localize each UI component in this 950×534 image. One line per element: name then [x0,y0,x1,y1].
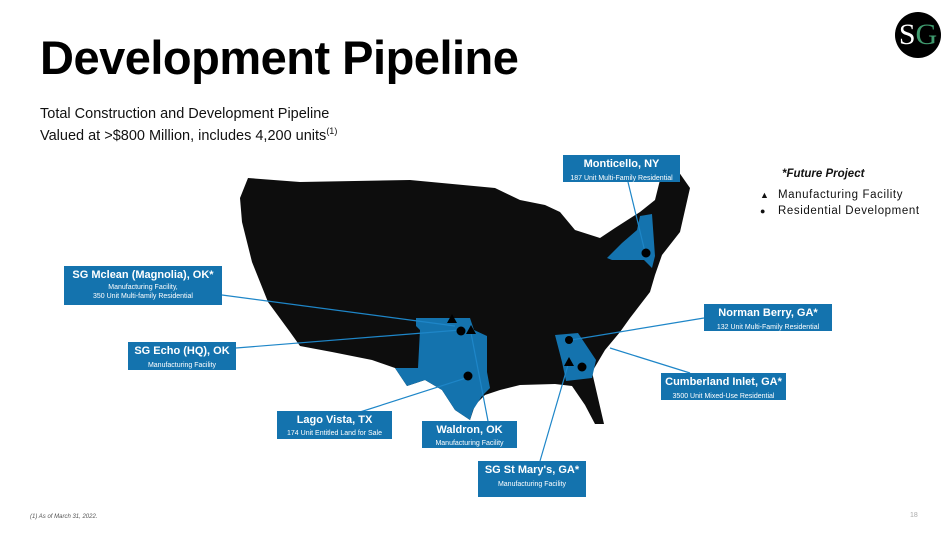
connector-line [235,329,461,349]
callout-cumberland: Cumberland Inlet, GA* 3500 Unit Mixed-Use… [661,373,786,400]
callout-mclean: SG Mclean (Magnolia), OK* Manufacturing F… [64,266,222,305]
callout-desc: Manufacturing Facility, 350 Unit Multi-f… [93,284,193,300]
circle-icon [463,371,473,381]
legend-residential: ● Residential Development [760,205,920,217]
connector-line [627,181,646,253]
callout-lago-vista: Lago Vista, TX 174 Unit Entitled Land for… [277,411,392,439]
legend: *Future Project ▲ Manufacturing Facility … [760,168,920,221]
connector-line [359,377,467,413]
legend-label: Residential Development [778,205,920,217]
subtitle-text: Valued at >$800 Million, includes 4,200 … [40,127,327,144]
triangle-icon [447,314,457,323]
callout-desc: 187 Unit Multi-Family Residential [570,175,673,182]
callout-echo: SG Echo (HQ), OK Manufacturing Facility [128,342,236,370]
callout-title: SG St Mary's, GA* [484,464,580,476]
circle-icon [565,336,573,344]
callout-title: Waldron, OK [436,424,503,436]
connector-line [470,332,489,422]
callout-title: Lago Vista, TX [296,414,373,426]
callout-desc: Manufacturing Facility [435,440,504,447]
triangle-icon [466,325,476,334]
circle-icon: ● [760,206,767,216]
callout-monticello: Monticello, NY 187 Unit Multi-Family Resi… [563,155,680,182]
callout-desc: 3500 Unit Mixed-Use Residential [672,393,775,400]
connector-line [570,317,705,341]
triangle-icon [564,357,574,366]
footnote-ref: (1) [326,126,338,136]
callout-desc: Manufacturing Facility [147,362,217,369]
circle-icon [577,362,587,372]
circle-icon [456,326,466,336]
circle-icon [641,248,651,258]
callout-waldron: Waldron, OK Manufacturing Facility [422,421,517,448]
legend-future-note: *Future Project [782,168,865,180]
legend-manufacturing: ▲ Manufacturing Facility [760,189,920,201]
company-logo: SG [895,12,941,58]
legend-label: Manufacturing Facility [778,189,904,201]
page-number: 18 [910,512,918,519]
state-oklahoma-texas [395,318,490,420]
callout-norman-berry: Norman Berry, GA* 132 Unit Multi-Family R… [704,304,832,331]
connector-line [539,364,569,462]
connector-line [221,294,456,327]
callout-title: Monticello, NY [583,158,660,170]
connector-line [609,347,691,374]
footnote: (1) As of March 31, 2022. [30,514,98,520]
triangle-icon: ▲ [760,190,770,200]
callout-title: Cumberland Inlet, GA* [665,376,782,388]
callout-desc: 132 Unit Multi-Family Residential [716,324,820,331]
callout-title: SG Mclean (Magnolia), OK* [72,269,214,281]
page-title: Development Pipeline [40,31,519,84]
subtitle-line1: Total Construction and Development Pipel… [40,106,330,122]
callout-title: Norman Berry, GA* [718,307,818,319]
callout-title: SG Echo (HQ), OK [134,345,230,357]
callout-st-marys: SG St Mary's, GA* Manufacturing Facility [478,461,586,497]
subtitle-line2: Valued at >$800 Million, includes 4,200 … [40,126,337,144]
callout-desc: Manufacturing Facility [497,481,567,488]
callout-desc: 174 Unit Entitled Land for Sale [287,430,382,437]
